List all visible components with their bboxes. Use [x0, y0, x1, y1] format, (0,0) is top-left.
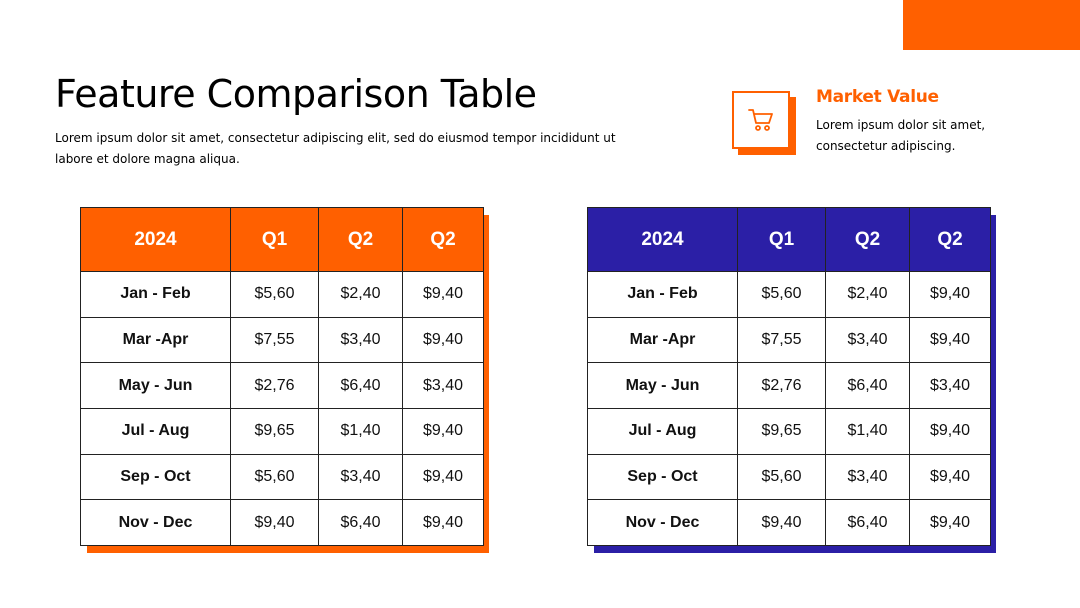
table-row: Nov - Dec $9,40 $6,40 $9,40	[587, 499, 991, 546]
page-subtitle: Lorem ipsum dolor sit amet, consectetur …	[55, 131, 616, 166]
table-header-cell: Q2	[909, 207, 991, 272]
table-header-cell: Q1	[737, 207, 826, 272]
market-icon-block	[732, 91, 796, 155]
value-cell: $7,55	[230, 316, 319, 364]
value-cell: $5,60	[737, 453, 826, 501]
value-cell: $3,40	[909, 362, 991, 409]
table-header-cell: Q2	[402, 207, 484, 272]
value-cell: $3,40	[825, 316, 910, 364]
corner-accent-bar	[903, 0, 1080, 50]
value-cell: $3,40	[318, 316, 403, 364]
value-cell: $1,40	[825, 407, 910, 455]
table-row: Jul - Aug $9,65 $1,40 $9,40	[80, 407, 484, 455]
comparison-table-blue: 2024 Q1 Q2 Q2 Jan - Feb $5,60 $2,40 $9,40 Mar -…	[587, 207, 996, 553]
period-cell: Jan - Feb	[587, 271, 738, 318]
table-header-cell: Q2	[318, 207, 403, 272]
value-cell: $5,60	[230, 453, 319, 501]
market-icon-frame	[732, 91, 790, 149]
period-cell: Jul - Aug	[80, 407, 231, 455]
value-cell: $6,40	[825, 362, 910, 409]
table-row: May - Jun $2,76 $6,40 $3,40	[587, 362, 991, 409]
table-row: Sep - Oct $5,60 $3,40 $9,40	[80, 453, 484, 501]
value-cell: $5,60	[230, 271, 319, 318]
comparison-table-orange: 2024 Q1 Q2 Q2 Jan - Feb $5,60 $2,40 $9,40 Mar -…	[80, 207, 489, 553]
period-cell: May - Jun	[587, 362, 738, 409]
value-cell: $5,60	[737, 271, 826, 318]
value-cell: $9,40	[909, 271, 991, 318]
table-row: Jul - Aug $9,65 $1,40 $9,40	[587, 407, 991, 455]
value-cell: $9,40	[909, 316, 991, 364]
period-cell: May - Jun	[80, 362, 231, 409]
table-header-cell: Q1	[230, 207, 319, 272]
value-cell: $9,40	[402, 407, 484, 455]
market-value-title: Market Value	[816, 87, 939, 107]
table-header-cell: 2024	[80, 207, 231, 272]
value-cell: $9,40	[402, 499, 484, 546]
value-cell: $9,40	[909, 453, 991, 501]
table-row: Jan - Feb $5,60 $2,40 $9,40	[587, 271, 991, 318]
value-cell: $6,40	[318, 499, 403, 546]
value-cell: $9,40	[402, 271, 484, 318]
period-cell: Jan - Feb	[80, 271, 231, 318]
table-header-cell: Q2	[825, 207, 910, 272]
table-row: Nov - Dec $9,40 $6,40 $9,40	[80, 499, 484, 546]
value-cell: $9,40	[909, 499, 991, 546]
table-header-cell: 2024	[587, 207, 738, 272]
value-cell: $2,76	[230, 362, 319, 409]
market-value-text: Lorem ipsum dolor sit amet, consectetur …	[816, 118, 986, 153]
period-cell: Mar -Apr	[80, 316, 231, 364]
data-table: 2024 Q1 Q2 Q2 Jan - Feb $5,60 $2,40 $9,40 Mar -…	[80, 207, 484, 546]
cart-icon	[748, 109, 773, 131]
table-header-row: 2024 Q1 Q2 Q2	[587, 207, 991, 272]
data-table: 2024 Q1 Q2 Q2 Jan - Feb $5,60 $2,40 $9,40 Mar -…	[587, 207, 991, 546]
value-cell: $3,40	[402, 362, 484, 409]
value-cell: $9,40	[230, 499, 319, 546]
table-row: Sep - Oct $5,60 $3,40 $9,40	[587, 453, 991, 501]
value-cell: $6,40	[318, 362, 403, 409]
value-cell: $9,65	[737, 407, 826, 455]
page-title: Feature Comparison Table	[55, 72, 537, 116]
value-cell: $7,55	[737, 316, 826, 364]
period-cell: Mar -Apr	[587, 316, 738, 364]
table-header-row: 2024 Q1 Q2 Q2	[80, 207, 484, 272]
table-row: Mar -Apr $7,55 $3,40 $9,40	[80, 316, 484, 364]
table-row: May - Jun $2,76 $6,40 $3,40	[80, 362, 484, 409]
period-cell: Nov - Dec	[80, 499, 231, 546]
period-cell: Nov - Dec	[587, 499, 738, 546]
period-cell: Jul - Aug	[587, 407, 738, 455]
value-cell: $2,40	[825, 271, 910, 318]
value-cell: $2,40	[318, 271, 403, 318]
value-cell: $6,40	[825, 499, 910, 546]
table-row: Jan - Feb $5,60 $2,40 $9,40	[80, 271, 484, 318]
value-cell: $9,40	[909, 407, 991, 455]
period-cell: Sep - Oct	[587, 453, 738, 501]
value-cell: $9,40	[402, 316, 484, 364]
value-cell: $9,65	[230, 407, 319, 455]
value-cell: $2,76	[737, 362, 826, 409]
value-cell: $1,40	[318, 407, 403, 455]
value-cell: $9,40	[737, 499, 826, 546]
value-cell: $9,40	[402, 453, 484, 501]
value-cell: $3,40	[825, 453, 910, 501]
value-cell: $3,40	[318, 453, 403, 501]
period-cell: Sep - Oct	[80, 453, 231, 501]
table-row: Mar -Apr $7,55 $3,40 $9,40	[587, 316, 991, 364]
